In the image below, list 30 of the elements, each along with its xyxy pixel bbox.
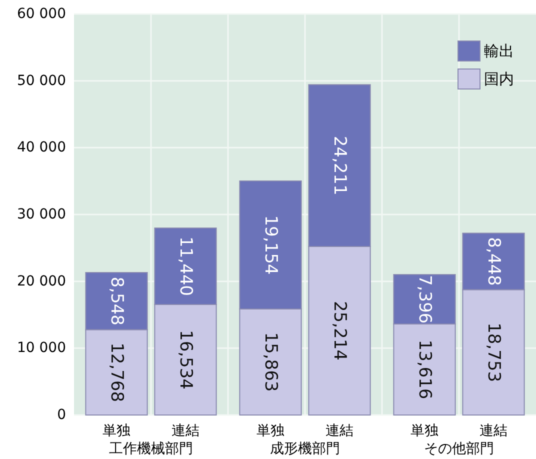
data-label: 13,616 bbox=[414, 340, 434, 400]
y-tick-label: 40 000 bbox=[17, 140, 66, 156]
x-tick-label: 単独 bbox=[256, 423, 284, 439]
x-tick-label: 単独 bbox=[102, 423, 130, 439]
text: その他部門 bbox=[424, 441, 494, 457]
y-tick-label: 50 000 bbox=[17, 72, 66, 89]
data-label: 11,440 bbox=[176, 236, 196, 296]
data-label: 25,214 bbox=[330, 301, 350, 360]
data-label: 8,548 bbox=[106, 276, 126, 326]
y-tick-label: 10 000 bbox=[17, 340, 66, 356]
data-label: 8,448 bbox=[484, 237, 504, 286]
data-label: 7,396 bbox=[414, 274, 434, 324]
x-tick-label: 単独 bbox=[410, 423, 438, 439]
text: 工作機械部門 bbox=[109, 441, 193, 457]
data-label: 19,154 bbox=[260, 215, 280, 275]
data-label: 15,863 bbox=[260, 332, 280, 392]
y-tick-label: 20 000 bbox=[17, 273, 66, 290]
data-label: 18,753 bbox=[484, 322, 504, 382]
x-tick-label: 連結 bbox=[172, 423, 200, 439]
data-label: 16,534 bbox=[176, 330, 196, 390]
text: 成形機部門 bbox=[270, 441, 340, 457]
x-tick-label: 連結 bbox=[480, 423, 508, 439]
x-tick-label: 連結 bbox=[326, 423, 354, 439]
y-tick-label: 30 000 bbox=[17, 206, 66, 222]
legend-label: 輸出 bbox=[484, 42, 514, 60]
data-label: 12,768 bbox=[106, 342, 126, 402]
data-label: 24,211 bbox=[330, 136, 350, 196]
y-tick-label: 0 bbox=[57, 407, 66, 423]
y-tick-label: 60 000 bbox=[17, 6, 66, 22]
legend-label: 国内 bbox=[484, 70, 514, 88]
